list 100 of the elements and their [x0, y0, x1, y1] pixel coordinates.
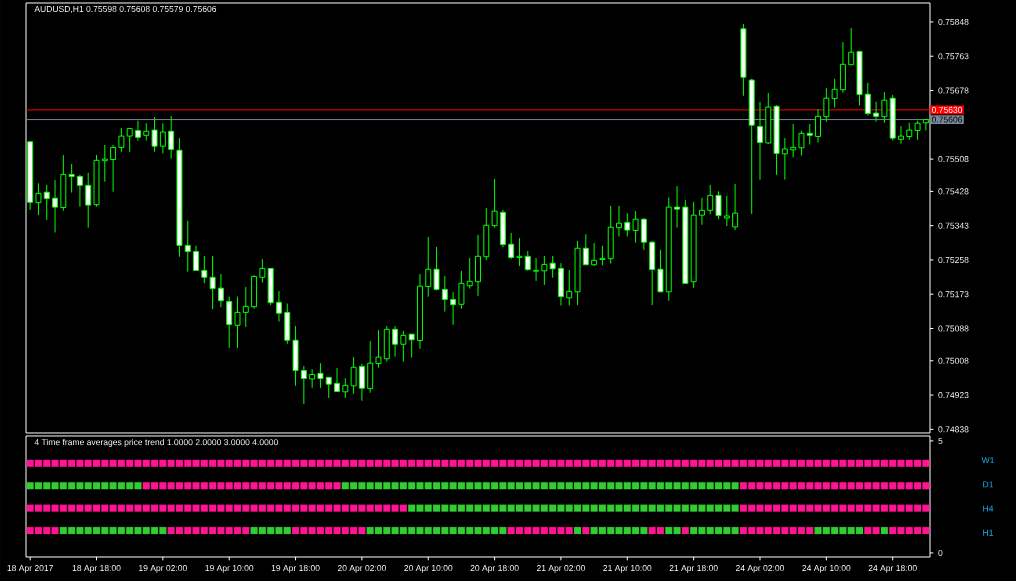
candlestick	[309, 368, 316, 389]
point	[590, 504, 598, 512]
point	[822, 482, 830, 490]
point	[781, 527, 789, 535]
point	[217, 527, 225, 535]
text: H4	[983, 505, 994, 512]
point	[51, 527, 59, 535]
point	[499, 527, 507, 535]
point	[773, 527, 781, 535]
ref-line-label: 0.75630	[931, 106, 963, 113]
point	[515, 504, 524, 512]
point	[92, 527, 101, 535]
point	[764, 482, 772, 490]
point	[640, 504, 648, 512]
point	[466, 527, 474, 535]
point	[316, 482, 324, 490]
x-tick-label: 21 Apr 02:00	[536, 565, 586, 573]
point	[706, 527, 714, 535]
point	[806, 527, 814, 535]
point	[341, 527, 349, 535]
candlestick	[732, 183, 739, 231]
point	[615, 504, 623, 512]
point	[607, 504, 615, 512]
x-tick-label: 18 Apr 2017	[7, 565, 53, 573]
point	[681, 527, 689, 535]
point	[142, 482, 150, 490]
point	[573, 504, 582, 512]
point	[26, 527, 34, 535]
point	[151, 527, 159, 535]
point	[532, 527, 540, 535]
point	[242, 527, 250, 535]
y-tick-label: 0.75008	[938, 357, 969, 364]
point	[565, 527, 573, 535]
candlestick	[450, 291, 457, 326]
candlestick	[881, 91, 888, 124]
point	[739, 482, 747, 490]
point	[540, 527, 548, 535]
candlestick	[358, 363, 365, 402]
candlestick	[126, 127, 133, 153]
candlestick	[533, 257, 540, 282]
point	[789, 482, 797, 490]
x-tick-label: 24 Apr 02:00	[735, 565, 785, 573]
candlestick	[375, 329, 382, 369]
candlestick	[52, 179, 59, 234]
point	[308, 482, 316, 490]
point	[723, 504, 731, 512]
point	[209, 527, 217, 535]
candlestick	[815, 108, 822, 144]
point	[524, 527, 532, 535]
point	[781, 482, 789, 490]
point	[491, 504, 499, 512]
point	[565, 504, 573, 512]
point	[416, 504, 424, 512]
point	[441, 527, 449, 535]
candlestick	[674, 185, 681, 229]
point	[714, 504, 723, 512]
candlestick	[134, 120, 141, 142]
point	[773, 482, 781, 490]
point	[233, 527, 242, 535]
point	[764, 527, 772, 535]
point	[673, 527, 681, 535]
text: D1	[983, 481, 994, 488]
y-tick-label: 0.75678	[938, 87, 969, 94]
point	[748, 482, 756, 490]
point	[408, 527, 416, 535]
point	[831, 482, 839, 490]
candlestick	[582, 233, 589, 266]
candlestick	[325, 376, 332, 399]
candlestick	[110, 144, 117, 193]
candlestick	[392, 325, 399, 358]
point	[283, 482, 291, 490]
point	[167, 482, 175, 490]
point	[880, 482, 888, 490]
point	[474, 504, 482, 512]
y-tick-label: 0.75088	[938, 325, 969, 332]
point	[723, 527, 731, 535]
point	[308, 527, 316, 535]
candlestick	[234, 296, 241, 349]
point	[922, 527, 930, 535]
point	[880, 527, 888, 535]
point	[258, 527, 266, 535]
candlestick	[76, 174, 83, 208]
candlestick	[524, 250, 531, 272]
candlestick	[441, 275, 448, 313]
point	[126, 527, 134, 535]
point	[648, 504, 656, 512]
point	[316, 527, 324, 535]
point	[275, 482, 283, 490]
candlestick	[864, 82, 871, 117]
point	[889, 527, 897, 535]
candlestick	[508, 232, 515, 260]
point	[731, 527, 739, 535]
chart-title: 4 Time frame averages price trend 1.0000 2.0000 3.0000 4.0000	[34, 438, 278, 447]
candlestick	[873, 101, 880, 123]
point	[665, 504, 673, 512]
point	[242, 482, 250, 490]
y-tick-label: 0.75763	[938, 53, 969, 60]
candlestick	[35, 182, 42, 216]
candlestick	[275, 290, 282, 323]
point	[822, 527, 830, 535]
